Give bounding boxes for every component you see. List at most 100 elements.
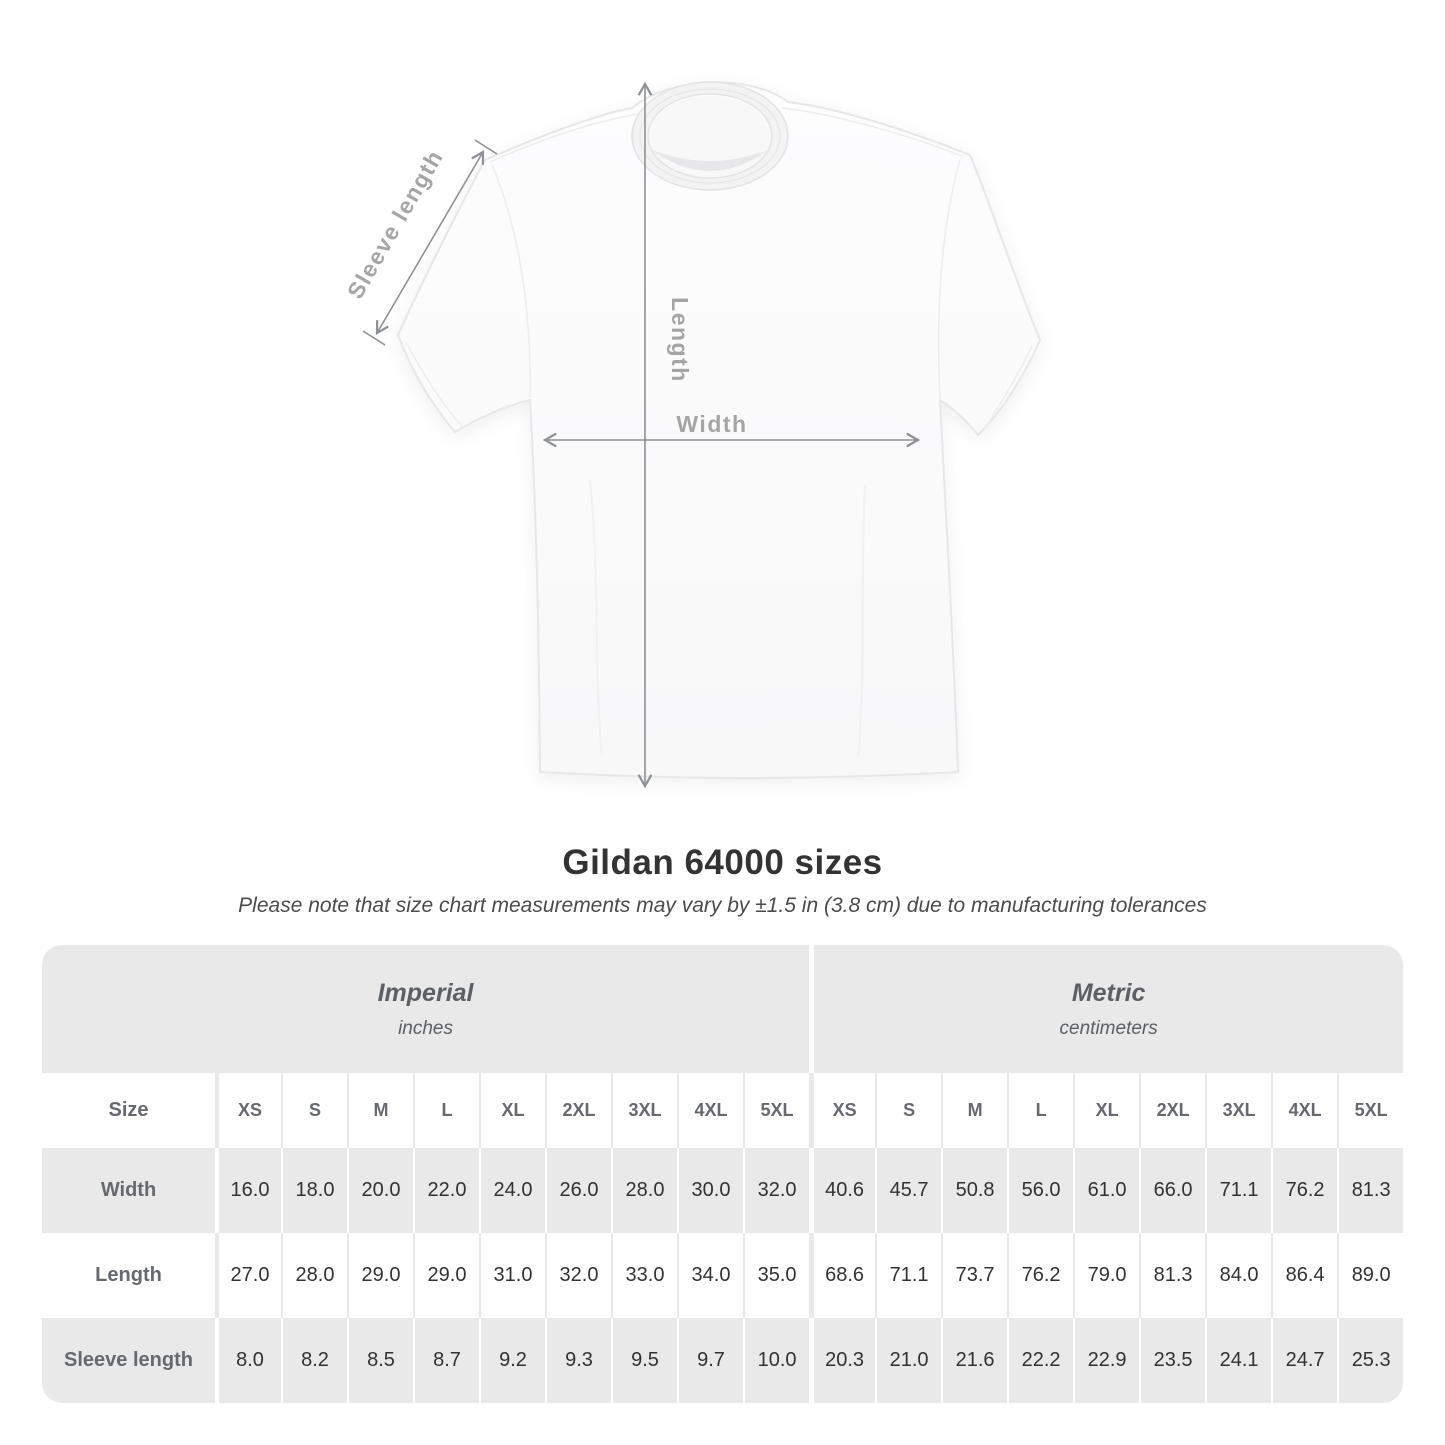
table-cell: 26.0 xyxy=(545,1148,611,1233)
table-cell: 35.0 xyxy=(743,1233,810,1318)
metric-group-header: Metric centimeters xyxy=(809,945,1403,1073)
table-cell: 45.7 xyxy=(875,1148,942,1233)
tshirt-image: Width Length Sleeve length xyxy=(342,81,1042,789)
width-label: Width xyxy=(676,411,747,437)
table-cell: 76.2 xyxy=(1271,1148,1338,1233)
row-label: Sleeve length xyxy=(42,1318,215,1403)
size-col-header: 2XL xyxy=(1139,1073,1206,1148)
table-cell: 9.5 xyxy=(611,1318,677,1403)
length-label: Length xyxy=(667,297,693,383)
table-cell: 33.0 xyxy=(611,1233,677,1318)
imperial-subtitle: inches xyxy=(398,1017,453,1039)
table-cell: 28.0 xyxy=(611,1148,677,1233)
table-cell: 32.0 xyxy=(743,1148,810,1233)
table-cell: 9.2 xyxy=(479,1318,545,1403)
table-cell: 29.0 xyxy=(413,1233,479,1318)
table-cell: 79.0 xyxy=(1073,1233,1140,1318)
size-col-header: XS xyxy=(215,1073,281,1148)
size-corner-label: Size xyxy=(42,1073,215,1148)
table-cell: 89.0 xyxy=(1337,1233,1403,1318)
size-col-header: 3XL xyxy=(611,1073,677,1148)
table-cell: 86.4 xyxy=(1271,1233,1338,1318)
sleeve-arrow-endcap-top xyxy=(474,139,498,155)
size-col-header: 4XL xyxy=(677,1073,743,1148)
table-cell: 76.2 xyxy=(1007,1233,1074,1318)
table-cell: 50.8 xyxy=(941,1148,1008,1233)
table-cell: 24.1 xyxy=(1205,1318,1272,1403)
table-cell: 81.3 xyxy=(1139,1233,1206,1318)
table-cell: 9.7 xyxy=(677,1318,743,1403)
size-col-header: 5XL xyxy=(743,1073,810,1148)
table-cell: 22.9 xyxy=(1073,1318,1140,1403)
table-cell: 66.0 xyxy=(1139,1148,1206,1233)
table-cell: 40.6 xyxy=(809,1148,876,1233)
size-col-header: XL xyxy=(1073,1073,1140,1148)
table-cell: 16.0 xyxy=(215,1148,281,1233)
table-cell: 32.0 xyxy=(545,1233,611,1318)
size-col-header: XS xyxy=(809,1073,876,1148)
table-cell: 21.0 xyxy=(875,1318,942,1403)
table-cell: 9.3 xyxy=(545,1318,611,1403)
table-cell: 25.3 xyxy=(1337,1318,1403,1403)
row-label: Width xyxy=(42,1148,215,1233)
size-col-header: M xyxy=(941,1073,1008,1148)
size-col-header: 5XL xyxy=(1337,1073,1403,1148)
table-cell: 22.0 xyxy=(413,1148,479,1233)
sleeve-arrow-endcap-bottom xyxy=(362,330,386,346)
size-col-header: L xyxy=(1007,1073,1074,1148)
size-col-header: 3XL xyxy=(1205,1073,1272,1148)
size-table: Imperial inches Metric centimeters Size … xyxy=(42,945,1403,1403)
sleeve-length-arrow xyxy=(375,150,485,335)
table-cell: 81.3 xyxy=(1337,1148,1403,1233)
size-col-header: S xyxy=(875,1073,942,1148)
table-cell: 24.7 xyxy=(1271,1318,1338,1403)
collar xyxy=(631,81,789,191)
imperial-group-header: Imperial inches xyxy=(42,945,810,1073)
size-col-header: M xyxy=(347,1073,413,1148)
table-cell: 71.1 xyxy=(1205,1148,1272,1233)
table-cell: 30.0 xyxy=(677,1148,743,1233)
table-cell: 73.7 xyxy=(941,1233,1008,1318)
table-cell: 27.0 xyxy=(215,1233,281,1318)
table-cell: 20.3 xyxy=(809,1318,876,1403)
table-cell: 71.1 xyxy=(875,1233,942,1318)
table-cell: 18.0 xyxy=(281,1148,347,1233)
tshirt-figure: Width Length Sleeve length xyxy=(340,50,1060,820)
table-row-width: Width 16.0 18.0 20.0 22.0 24.0 26.0 28.0… xyxy=(42,1148,1403,1233)
table-cell: 29.0 xyxy=(347,1233,413,1318)
table-cell: 8.0 xyxy=(215,1318,281,1403)
table-cell: 84.0 xyxy=(1205,1233,1272,1318)
metric-title: Metric xyxy=(1071,978,1146,1007)
table-cell: 8.5 xyxy=(347,1318,413,1403)
size-col-header: 4XL xyxy=(1271,1073,1338,1148)
table-cell: 21.6 xyxy=(941,1318,1008,1403)
row-label: Length xyxy=(42,1233,215,1318)
table-row-sleeve-length: Sleeve length 8.0 8.2 8.5 8.7 9.2 9.3 9.… xyxy=(42,1318,1403,1403)
measurement-annotations xyxy=(362,81,921,789)
table-cell: 20.0 xyxy=(347,1148,413,1233)
table-cell: 68.6 xyxy=(809,1233,876,1318)
page-title: Gildan 64000 sizes xyxy=(562,843,883,882)
size-col-header: 2XL xyxy=(545,1073,611,1148)
table-cell: 34.0 xyxy=(677,1233,743,1318)
metric-subtitle: centimeters xyxy=(1059,1017,1158,1039)
table-cell: 31.0 xyxy=(479,1233,545,1318)
table-cell: 8.7 xyxy=(413,1318,479,1403)
table-row-length: Length 27.0 28.0 29.0 29.0 31.0 32.0 33.… xyxy=(42,1233,1403,1318)
table-cell: 8.2 xyxy=(281,1318,347,1403)
table-cell: 10.0 xyxy=(743,1318,810,1403)
table-cell: 56.0 xyxy=(1007,1148,1074,1233)
tshirt-silhouette xyxy=(396,81,1042,779)
size-col-header: S xyxy=(281,1073,347,1148)
size-table-grid: Imperial inches Metric centimeters Size … xyxy=(42,945,1403,1403)
table-cell: 22.2 xyxy=(1007,1318,1074,1403)
imperial-title: Imperial xyxy=(377,978,474,1007)
table-cell: 28.0 xyxy=(281,1233,347,1318)
table-cell: 24.0 xyxy=(479,1148,545,1233)
tolerance-note: Please note that size chart measurements… xyxy=(238,894,1207,917)
table-cell: 61.0 xyxy=(1073,1148,1140,1233)
size-col-header: XL xyxy=(479,1073,545,1148)
size-col-header: L xyxy=(413,1073,479,1148)
table-cell: 23.5 xyxy=(1139,1318,1206,1403)
